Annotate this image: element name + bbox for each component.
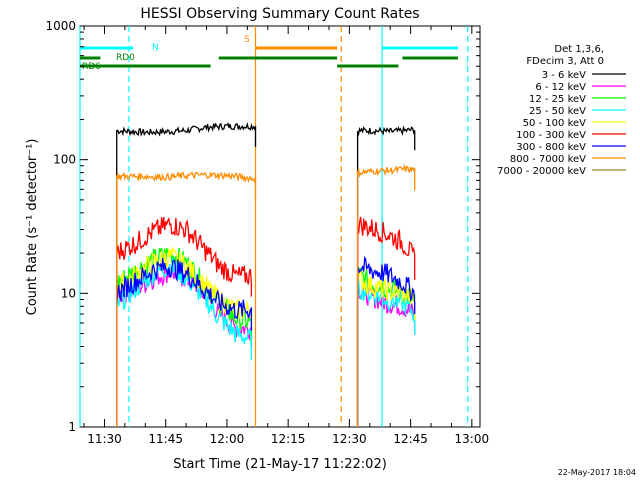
legend-label-800-7000-kev: 800 - 7000 keV (510, 154, 586, 165)
legend-label-25-50-kev: 25 - 50 keV (529, 106, 586, 117)
series-line-300-800-kev (356, 255, 416, 427)
mode-bars (80, 46, 458, 68)
x-tick-label: 11:45 (148, 432, 183, 446)
x-axis-label: Start Time (21-May-17 11:22:02) (173, 457, 387, 472)
mode-annotation-s: S (244, 35, 250, 45)
y-tick-label: 100 (53, 153, 76, 167)
mode-annotations: N RD0 RD6 S (82, 35, 250, 72)
series-line-100-300-kev (356, 216, 416, 427)
x-tick-label: 12:45 (393, 432, 428, 446)
y-axis-label: Count Rate (s⁻¹ detector⁻¹) (25, 139, 40, 316)
y-tick-label: 1000 (45, 19, 76, 33)
plot-area: N RD0 RD6 S (79, 25, 481, 428)
x-tick-label: 13:00 (455, 432, 490, 446)
vertical-markers (79, 26, 469, 427)
chart-title: HESSI Observing Summary Count Rates (140, 6, 419, 22)
x-tick-label: 11:30 (87, 432, 122, 446)
legend-header: FDecim 3, Att 0 (526, 56, 604, 67)
x-tick-label: 12:15 (271, 432, 306, 446)
series-line-800-7000-kev (356, 164, 416, 427)
y-axis: 1 10 100 1000 (45, 19, 480, 434)
series-line-300-800-kev (116, 257, 253, 427)
y-tick-label: 10 (61, 286, 76, 300)
mode-annotation-rd6: RD6 (82, 62, 101, 72)
mode-annotation-n: N (152, 43, 159, 53)
legend-label-50-100-kev: 50 - 100 keV (523, 118, 587, 129)
series-line-100-300-kev (116, 216, 253, 427)
legend-header: Det 1,3,6, (554, 44, 604, 55)
legend-label-7000-20000-kev: 7000 - 20000 keV (497, 166, 586, 177)
legend-label-12-25-kev: 12 - 25 keV (529, 94, 586, 105)
y-tick-label: 1 (68, 420, 76, 434)
legend-label-100-300-kev: 100 - 300 keV (516, 130, 586, 141)
x-tick-label: 12:30 (332, 432, 367, 446)
mode-annotation-rd0: RD0 (116, 53, 135, 63)
footer-timestamp: 22-May-2017 18:04 (558, 468, 636, 477)
series-lines (116, 121, 416, 427)
series-line-3-6-kev (116, 121, 257, 427)
x-tick-label: 12:00 (210, 432, 245, 446)
series-line-3-6-kev (356, 125, 416, 427)
legend-label-300-800-kev: 300 - 800 keV (516, 142, 586, 153)
legend-label-3-6-kev: 3 - 6 keV (542, 70, 586, 81)
series-line-50-100-kev (116, 246, 253, 427)
x-axis: 11:30 11:45 12:00 12:15 12:30 12:45 13:00 (83, 26, 490, 446)
series-line-50-100-kev (356, 269, 416, 427)
legend-label-6-12-kev: 6 - 12 keV (535, 82, 586, 93)
series-line-800-7000-kev (116, 171, 257, 427)
